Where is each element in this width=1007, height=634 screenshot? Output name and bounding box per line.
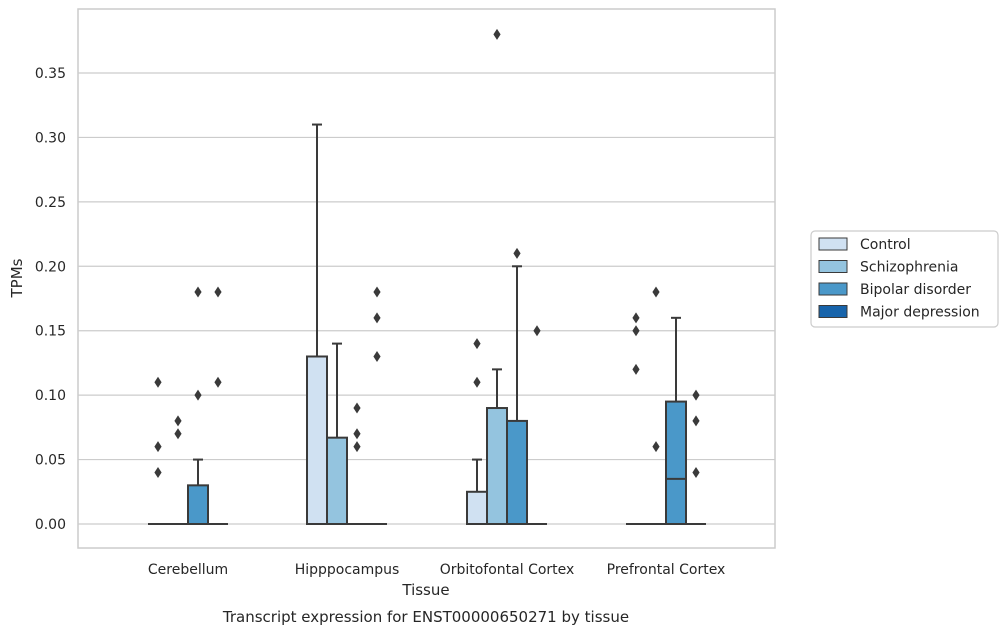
box-body bbox=[306, 355, 328, 525]
legend-label: Schizophrenia bbox=[860, 260, 958, 276]
y-tick-label: 0.25 bbox=[35, 195, 66, 211]
y-tick-label: 0.15 bbox=[35, 324, 66, 340]
chart-caption: Transcript expression for ENST0000065027… bbox=[222, 608, 629, 626]
outlier-point bbox=[692, 415, 700, 427]
legend: Control Schizophrenia Bipolar disorder Majo… bbox=[810, 230, 999, 328]
outlier-point bbox=[373, 286, 381, 298]
outlier-point bbox=[174, 415, 182, 427]
x-tick-label: Prefrontal Cortex bbox=[607, 562, 726, 578]
y-tick-label: 0.30 bbox=[35, 130, 66, 146]
outlier-point bbox=[214, 286, 222, 298]
box-schizophrenia bbox=[326, 342, 348, 525]
box-body bbox=[326, 436, 348, 525]
outlier-point bbox=[473, 338, 481, 350]
outlier-point bbox=[493, 28, 501, 40]
outlier-point bbox=[632, 363, 640, 375]
box-body bbox=[486, 407, 508, 525]
outlier-point bbox=[214, 376, 222, 388]
x-axis-label: Tissue bbox=[401, 581, 449, 599]
y-tick-label: 0.00 bbox=[35, 517, 66, 533]
legend-swatch bbox=[818, 260, 848, 273]
outlier-point bbox=[353, 402, 361, 414]
x-axis-ticks: Cerebellum Hipppocampus Orbitofontal Corte… bbox=[148, 562, 725, 578]
outlier-point bbox=[154, 441, 162, 453]
outlier-point bbox=[692, 389, 700, 401]
outliers bbox=[154, 28, 700, 478]
x-tick-label: Orbitofontal Cortex bbox=[440, 562, 575, 578]
legend-swatch bbox=[818, 305, 848, 318]
legend-label: Bipolar disorder bbox=[860, 282, 971, 298]
outlier-point bbox=[373, 312, 381, 324]
box-schizophrenia bbox=[486, 368, 508, 525]
box-control bbox=[466, 458, 488, 525]
outlier-point bbox=[632, 312, 640, 324]
outlier-point bbox=[353, 441, 361, 453]
y-tick-label: 0.20 bbox=[35, 259, 66, 275]
outlier-point bbox=[154, 466, 162, 478]
x-tick-label: Cerebellum bbox=[148, 562, 228, 578]
box-body bbox=[506, 419, 528, 525]
box-body bbox=[665, 400, 687, 526]
outlier-point bbox=[652, 286, 660, 298]
legend-frame bbox=[810, 230, 999, 328]
outlier-point bbox=[194, 286, 202, 298]
legend-label: Major depression bbox=[860, 305, 980, 321]
y-axis-ticks: 0.00 0.05 0.10 0.15 0.20 0.25 0.30 0.35 bbox=[35, 66, 66, 533]
outlier-point bbox=[473, 376, 481, 388]
outlier-point bbox=[174, 428, 182, 440]
outlier-point bbox=[353, 428, 361, 440]
outlier-point bbox=[632, 325, 640, 337]
outlier-point bbox=[652, 441, 660, 453]
box-bipolar-disorder bbox=[187, 458, 209, 526]
outlier-point bbox=[373, 350, 381, 362]
y-axis-label: TPMs bbox=[8, 258, 26, 298]
y-tick-label: 0.35 bbox=[35, 66, 66, 82]
y-tick-label: 0.05 bbox=[35, 453, 66, 469]
box-body bbox=[187, 484, 209, 526]
legend-label: Control bbox=[860, 237, 911, 253]
box-control bbox=[306, 123, 328, 525]
boxes bbox=[148, 123, 706, 526]
legend-swatch bbox=[818, 282, 848, 296]
outlier-point bbox=[692, 466, 700, 478]
x-tick-label: Hipppocampus bbox=[295, 562, 400, 578]
legend-swatch bbox=[818, 237, 848, 251]
plot-area-frame bbox=[77, 8, 776, 549]
outlier-point bbox=[533, 325, 541, 337]
y-tick-label: 0.10 bbox=[35, 388, 66, 404]
outlier-point bbox=[513, 247, 521, 259]
box-bipolar-disorder bbox=[506, 265, 528, 525]
box-bipolar-disorder bbox=[665, 316, 687, 526]
box-body bbox=[466, 490, 488, 525]
outlier-point bbox=[154, 376, 162, 388]
outlier-point bbox=[194, 389, 202, 401]
